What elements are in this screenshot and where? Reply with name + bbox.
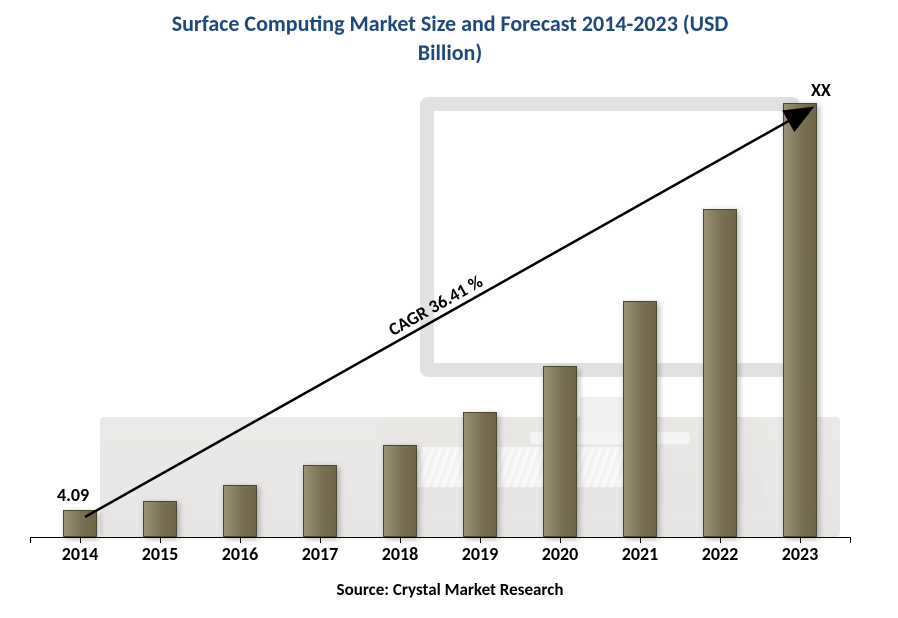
bar xyxy=(303,465,337,537)
x-axis-label: 2014 xyxy=(62,543,99,565)
x-axis-label: 2020 xyxy=(542,543,579,565)
plot-area: 4.09 XX CAGR 36.41 % xyxy=(40,77,840,537)
x-axis-label: 2022 xyxy=(702,543,739,565)
x-axis-line xyxy=(30,537,850,538)
bar xyxy=(703,209,737,538)
bar xyxy=(223,485,257,538)
bar xyxy=(623,301,657,538)
bar xyxy=(383,445,417,537)
bar xyxy=(143,501,177,537)
chart-container: Surface Computing Market Size and Foreca… xyxy=(40,10,860,600)
x-axis-labels: 2014 2015 2016 2017 2018 2019 2020 2021 2022 2023 xyxy=(40,543,840,573)
source-label: Source: Crystal Market Research xyxy=(40,579,860,600)
bar xyxy=(783,103,817,537)
bar xyxy=(463,412,497,537)
title-line2: Billion) xyxy=(418,39,482,66)
chart-title: Surface Computing Market Size and Foreca… xyxy=(40,10,860,67)
x-axis-label: 2018 xyxy=(382,543,419,565)
x-axis-label: 2017 xyxy=(302,543,339,565)
x-axis-label: 2015 xyxy=(142,543,179,565)
bar xyxy=(543,366,577,537)
bar xyxy=(63,510,97,537)
x-axis-label: 2019 xyxy=(462,543,499,565)
x-axis-label: 2021 xyxy=(622,543,659,565)
x-axis-label: 2016 xyxy=(222,543,259,565)
first-value-label: 4.09 xyxy=(57,484,89,506)
last-value-label: XX xyxy=(811,79,831,101)
x-axis-label: 2023 xyxy=(782,543,819,565)
title-line1: Surface Computing Market Size and Foreca… xyxy=(172,10,729,37)
